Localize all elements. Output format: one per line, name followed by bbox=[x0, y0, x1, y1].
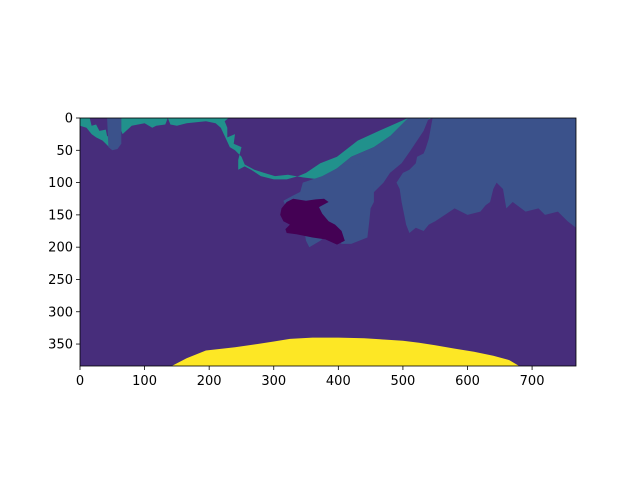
segment-region bbox=[299, 163, 374, 244]
segment-region bbox=[121, 118, 168, 135]
x-tick-label: 400 bbox=[326, 374, 351, 389]
segment-region bbox=[171, 337, 520, 366]
segment-region bbox=[107, 118, 122, 151]
segment-region bbox=[280, 198, 345, 245]
segment-region bbox=[80, 118, 113, 149]
x-tick-label: 200 bbox=[197, 374, 222, 389]
x-tick-label: 500 bbox=[391, 374, 416, 389]
x-tick-label: 600 bbox=[455, 374, 480, 389]
y-tick-label: 0 bbox=[65, 112, 73, 127]
x-tick-label: 300 bbox=[261, 374, 286, 389]
y-tick-label: 100 bbox=[48, 176, 73, 191]
y-tick-label: 300 bbox=[48, 305, 73, 320]
segment-region bbox=[335, 243, 352, 251]
x-tick-label: 100 bbox=[132, 374, 157, 389]
x-axis: 0 100 200 300 400 500 600 700 bbox=[76, 366, 545, 389]
y-tick-label: 150 bbox=[48, 208, 73, 223]
x-tick-label: 700 bbox=[520, 374, 545, 389]
y-tick-label: 250 bbox=[48, 273, 73, 288]
x-tick-label: 0 bbox=[76, 374, 84, 389]
y-tick-label: 200 bbox=[48, 241, 73, 256]
plot-frame bbox=[79, 117, 577, 367]
y-tick-label: 350 bbox=[48, 338, 73, 353]
heatmap-image bbox=[80, 118, 576, 366]
y-axis: 0 50 100 150 200 250 300 350 bbox=[48, 112, 80, 353]
y-tick-label: 50 bbox=[56, 144, 73, 159]
segment-region bbox=[396, 118, 576, 233]
